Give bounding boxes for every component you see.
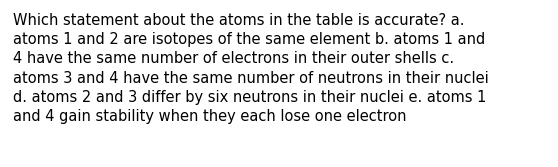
Text: Which statement about the atoms in the table is accurate? a.
atoms 1 and 2 are i: Which statement about the atoms in the t… — [13, 13, 489, 124]
